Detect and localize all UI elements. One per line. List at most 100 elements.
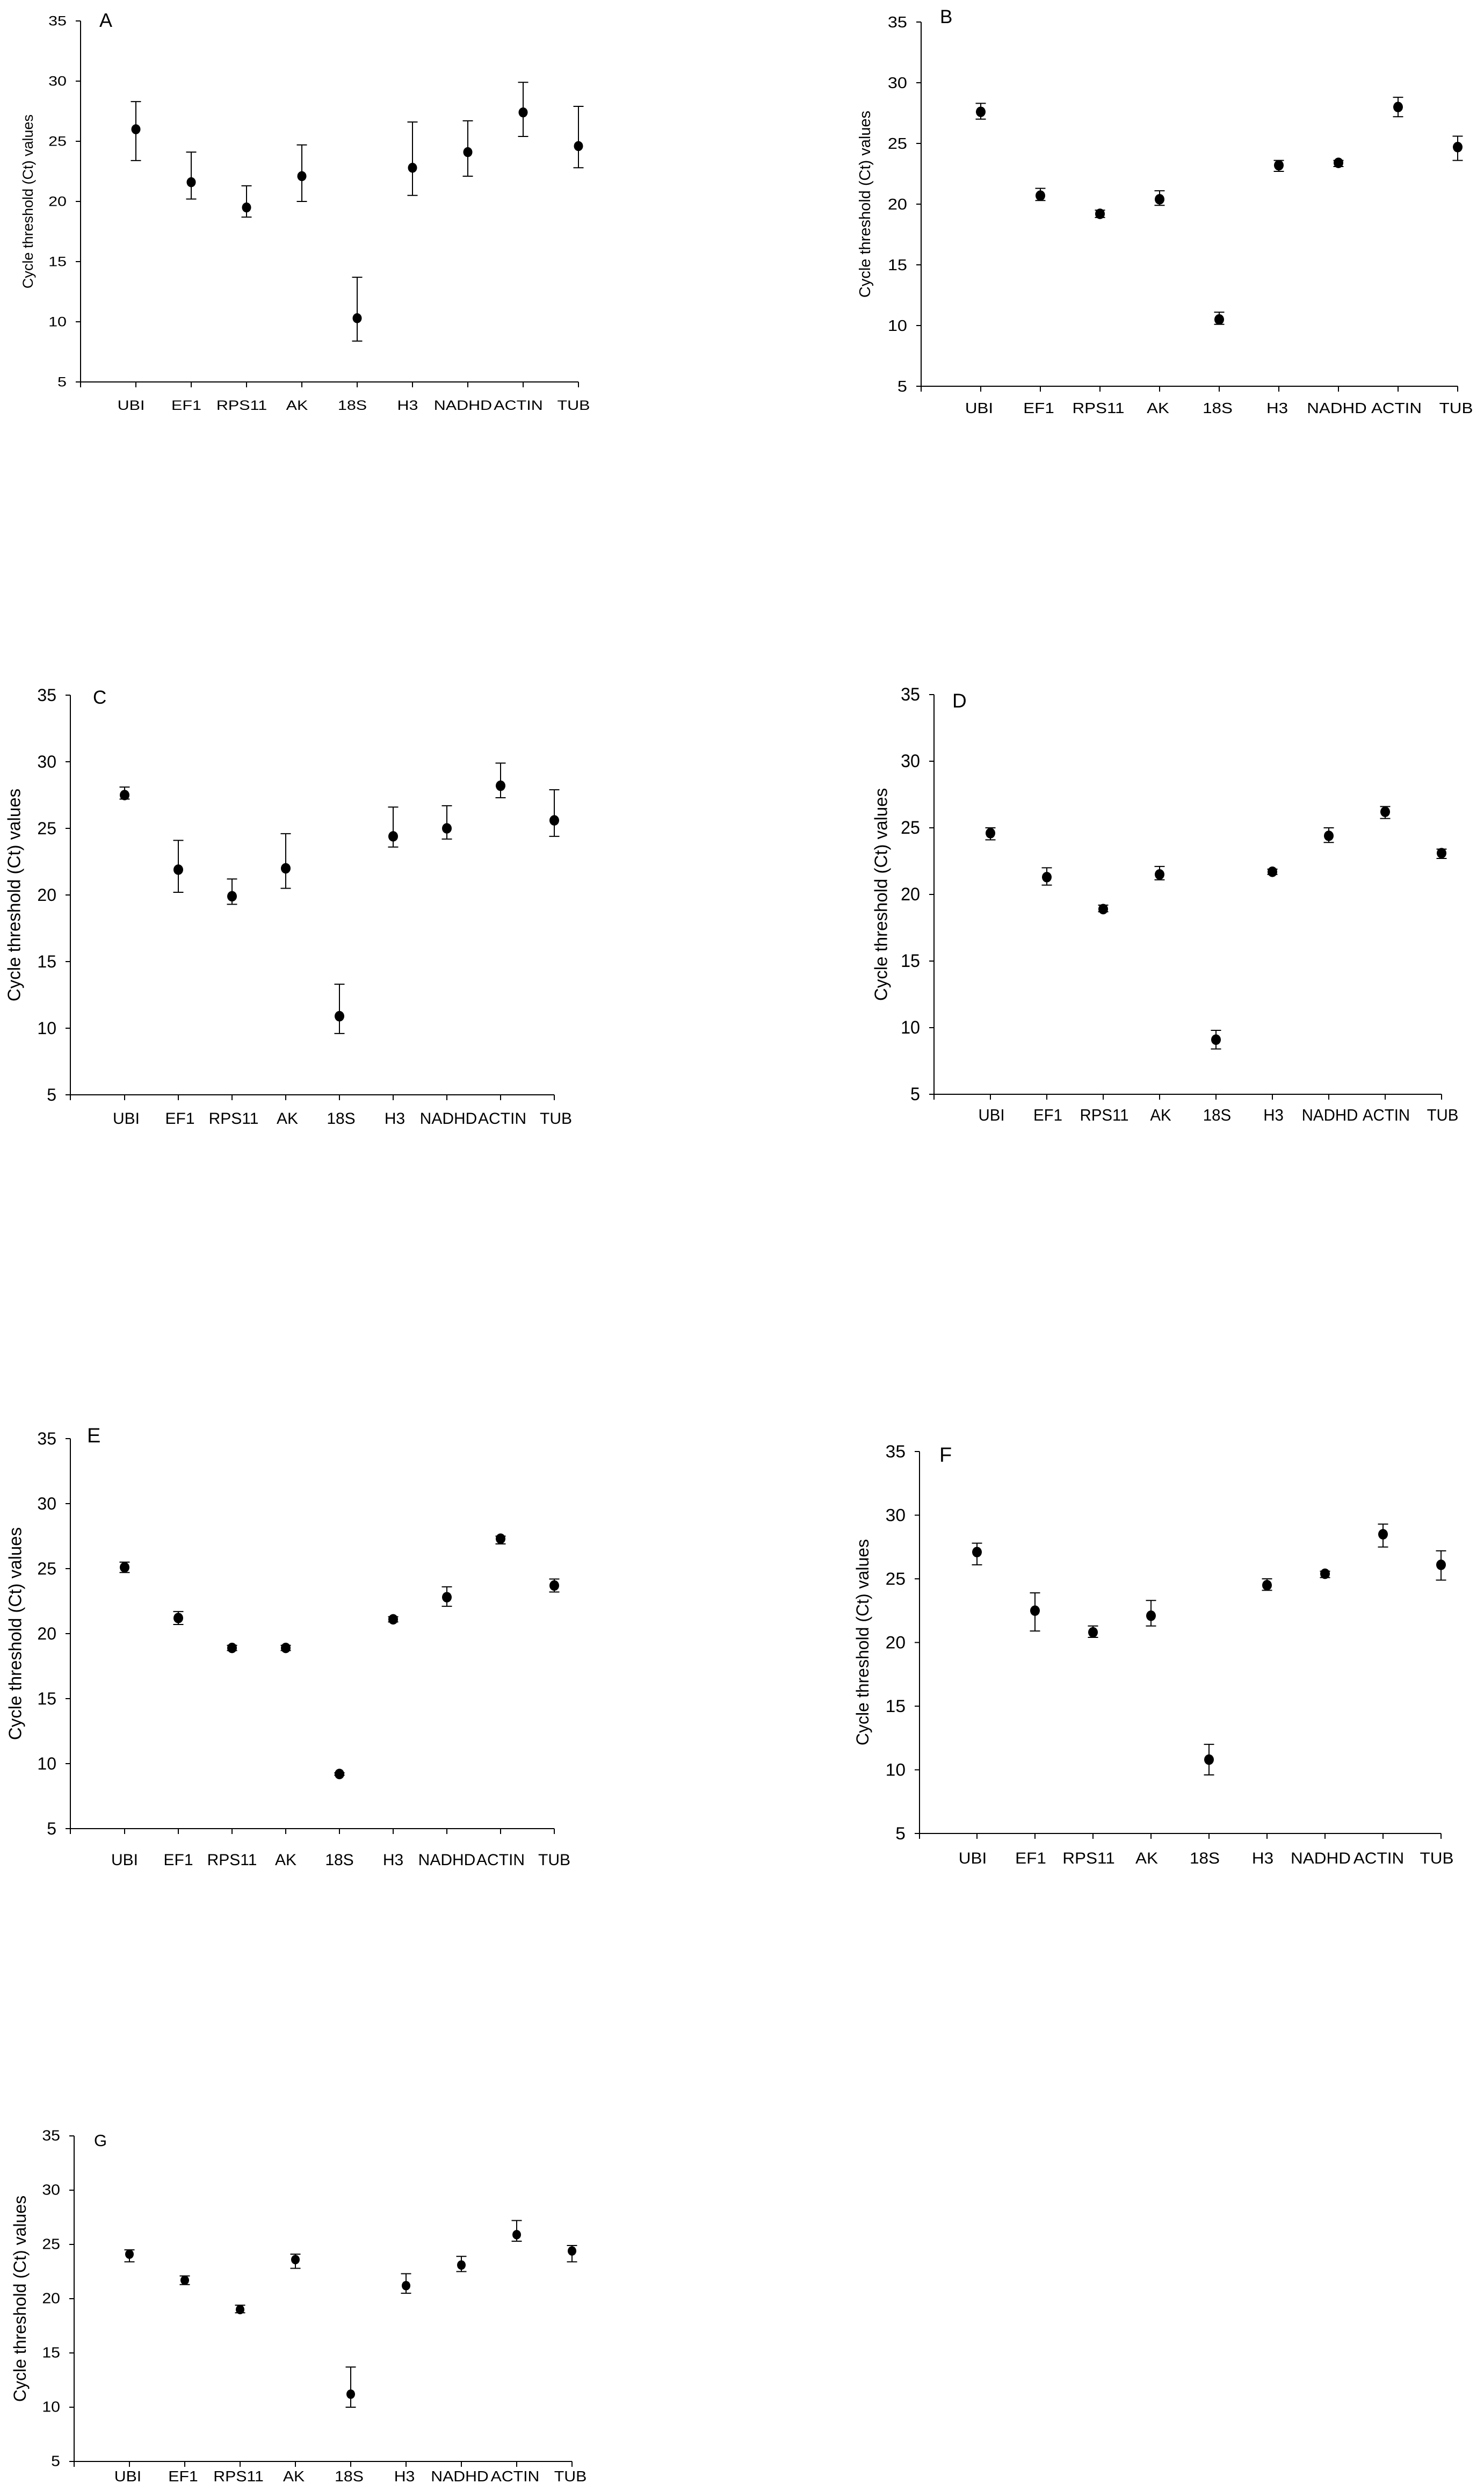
data-point-group <box>227 878 237 905</box>
data-point-marker <box>568 2246 576 2256</box>
x-category-label: TUB <box>558 398 590 413</box>
data-point-marker <box>346 2389 355 2399</box>
y-tick-label: 30 <box>886 1505 906 1525</box>
data-point-marker <box>463 147 473 157</box>
y-tick-label: 10 <box>886 1760 906 1779</box>
panel-label: A <box>99 9 112 31</box>
y-tick-label: 10 <box>48 314 67 329</box>
data-point-group <box>1098 904 1109 915</box>
data-point-group <box>573 106 584 169</box>
x-category-label: ACTIN <box>494 398 542 413</box>
panel-label: F <box>939 1444 952 1467</box>
data-point-marker <box>1098 904 1108 915</box>
data-point-marker <box>173 1613 183 1623</box>
data-point-group <box>296 144 307 202</box>
data-point-marker <box>549 1580 559 1591</box>
data-point-marker <box>1204 1754 1214 1765</box>
x-category-label: ACTIN <box>1353 1849 1404 1867</box>
data-point-marker <box>1088 1627 1098 1638</box>
data-point-marker <box>1334 157 1343 168</box>
y-tick-label: 15 <box>48 254 67 269</box>
data-point-marker <box>1453 141 1463 153</box>
data-point-marker <box>1030 1605 1040 1616</box>
y-tick-label: 15 <box>37 952 56 971</box>
data-point-marker <box>335 1768 344 1780</box>
x-category-label: NADHD <box>1307 400 1366 417</box>
y-tick-label: 35 <box>42 2128 60 2145</box>
x-category-label: UBI <box>114 2468 141 2485</box>
x-category-label: UBI <box>965 400 993 417</box>
x-category-label: ACTIN <box>1371 400 1422 417</box>
data-point-group <box>179 2275 190 2285</box>
data-point-group <box>173 1611 184 1626</box>
data-point-marker <box>120 790 129 800</box>
x-category-label: H3 <box>383 1851 403 1869</box>
y-tick-label: 30 <box>901 751 920 771</box>
data-point-group <box>1035 187 1046 201</box>
x-category-label: EF1 <box>1015 1849 1046 1867</box>
data-point-marker <box>281 863 291 874</box>
data-point-marker <box>1095 208 1105 219</box>
x-category-label: 18S <box>325 1851 353 1869</box>
y-tick-label: 10 <box>42 2399 60 2416</box>
data-point-marker <box>1393 102 1403 112</box>
data-point-marker <box>402 2280 410 2291</box>
data-point-marker <box>388 831 398 842</box>
data-point-group <box>1393 97 1403 118</box>
y-tick-label: 30 <box>888 74 907 92</box>
x-category-label: 18S <box>335 2468 364 2485</box>
x-category-label: 18S <box>338 398 367 413</box>
x-category-label: H3 <box>1252 1849 1273 1867</box>
x-category-label: NADHD <box>434 398 492 413</box>
x-category-label: H3 <box>385 1110 405 1128</box>
x-category-label: AK <box>1147 400 1169 417</box>
data-point-group <box>1262 1578 1272 1591</box>
data-point-group <box>1380 806 1391 819</box>
data-point-marker <box>496 1533 505 1544</box>
y-tick-label: 5 <box>895 1824 906 1843</box>
y-tick-label: 5 <box>897 378 907 395</box>
y-tick-label: 15 <box>888 256 907 274</box>
y-tick-label: 20 <box>886 1633 906 1652</box>
y-tick-label: 20 <box>888 196 907 213</box>
data-point-marker <box>1155 869 1164 880</box>
y-tick-label: 25 <box>48 134 67 149</box>
y-tick-label: 35 <box>886 1442 906 1461</box>
data-point-group <box>441 805 452 840</box>
y-tick-label: 5 <box>47 1085 56 1104</box>
y-tick-label: 25 <box>886 1569 906 1589</box>
data-point-marker <box>242 202 251 213</box>
data-point-group <box>241 185 252 218</box>
data-point-marker <box>512 2230 521 2240</box>
data-point-marker <box>281 1642 291 1654</box>
data-point-marker <box>518 107 528 118</box>
y-tick-label: 5 <box>57 374 67 389</box>
y-tick-label: 30 <box>37 1494 56 1513</box>
panel-label: E <box>87 1425 100 1447</box>
data-point-group <box>173 840 184 893</box>
data-point-group <box>280 1642 291 1654</box>
x-category-label: UBI <box>111 1851 138 1869</box>
panel-label: G <box>94 2131 107 2150</box>
y-axis-title: Cycle threshold (Ct) values <box>5 1527 25 1740</box>
data-point-marker <box>1436 1559 1446 1570</box>
data-point-marker <box>1211 1034 1221 1045</box>
data-point-marker <box>335 1010 344 1022</box>
y-tick-label: 15 <box>901 951 920 971</box>
data-point-group <box>227 1642 237 1654</box>
y-tick-label: 25 <box>37 1559 56 1578</box>
y-axis-title: Cycle threshold (Ct) values <box>20 114 36 288</box>
data-point-group <box>352 277 363 342</box>
data-point-marker <box>180 2275 189 2285</box>
x-category-label: TUB <box>554 2468 587 2485</box>
y-axis-title: Cycle threshold (Ct) values <box>871 788 891 1001</box>
x-category-label: ACTIN <box>491 2468 540 2485</box>
data-point-group <box>462 120 473 177</box>
data-point-group <box>280 833 291 889</box>
data-point-group <box>1146 1600 1156 1627</box>
data-point-group <box>124 2249 135 2263</box>
data-point-marker <box>1146 1610 1156 1621</box>
data-point-group <box>549 1578 560 1593</box>
data-point-marker <box>291 2255 300 2265</box>
